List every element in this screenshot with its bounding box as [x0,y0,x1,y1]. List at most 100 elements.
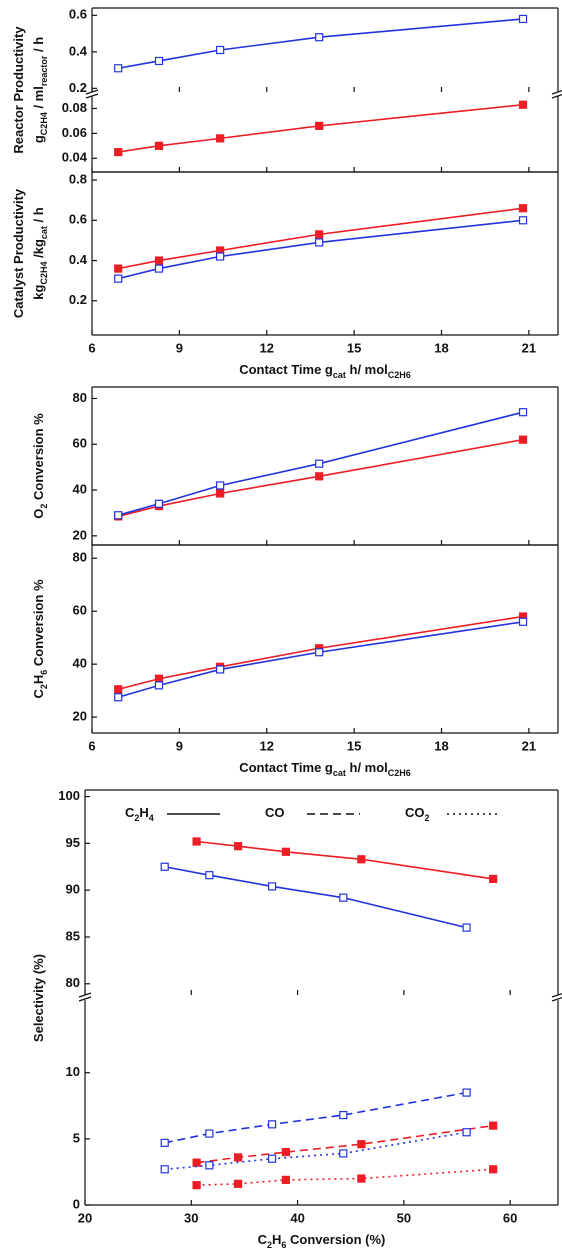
marker [267,882,277,891]
x-tick-label: 9 [176,340,183,355]
y-tick-label: 0.08 [62,100,87,115]
marker [205,1161,214,1170]
legend-label-part: 2 [425,813,430,823]
series-line [117,620,524,699]
marker [216,665,225,674]
marker [216,481,225,490]
marker [154,256,164,265]
y-axis-label-part: / ml [31,86,46,112]
x-axis-label: Contact Time gcat h/ molC2H6 [239,362,411,380]
y-axis-label-part: Reactor Productivity [11,26,26,154]
marker [518,100,528,109]
x-axis-label-part: cat [333,768,346,778]
axis-break [551,997,562,1002]
marker [281,1175,290,1184]
y-tick-label: 40 [73,656,87,671]
x-tick-label: 40 [290,1210,304,1225]
marker [154,499,164,508]
x-axis-label-part: Contact Time g [239,760,333,775]
marker [315,648,324,657]
y-tick-label: 10 [66,1064,80,1079]
marker [357,855,366,864]
x-tick-label: 18 [434,340,448,355]
y-axis-label-part: 2 [39,504,49,509]
marker [205,1129,214,1138]
y-axis-label-part: Selectivity (%) [31,954,46,1042]
marker [518,216,528,225]
y-axis-label-part: 2 [39,684,49,689]
marker [233,842,243,851]
y-tick-label: 60 [73,603,87,618]
x-axis-label: C2H6 Conversion (%) [258,1232,386,1250]
marker [462,923,471,932]
marker [154,681,164,690]
y-tick-label: 40 [73,481,87,496]
marker [518,435,528,444]
axis-break [551,993,562,998]
x-tick-label: 20 [78,1210,92,1225]
marker [267,1154,277,1163]
marker [205,871,214,880]
axis-break [78,996,92,1002]
marker [315,472,324,481]
y-tick-label: 85 [66,928,80,943]
marker [114,685,123,694]
marker [267,1120,277,1129]
y-axis-label: Reactor Productivity [11,26,26,154]
y-axis-label-part: / h [31,207,46,226]
marker [114,264,123,273]
marker [315,459,324,468]
y-axis-label-part: 6 [39,670,49,675]
x-tick-label: 30 [184,1210,198,1225]
marker [154,141,164,150]
y-axis-label-part: / h [31,37,46,56]
x-tick-label: 9 [176,738,183,753]
x-tick-label: 50 [397,1210,411,1225]
x-axis-label-part: C2H6 [388,768,411,778]
y-axis-label-part: C2H4 [39,262,49,285]
y-tick-label: 95 [66,835,80,850]
x-tick-label: 6 [88,738,95,753]
y-axis-label: O2 Conversion % [31,413,49,519]
x-tick-label: 18 [434,738,448,753]
y-tick-label: 20 [73,709,87,724]
marker [462,1088,471,1097]
marker [114,274,123,283]
marker [462,1128,471,1137]
y-axis-label-part: Catalyst Productivity [11,188,26,318]
marker [315,33,324,42]
series-line [118,219,524,280]
marker [216,489,225,498]
y-axis-label: gC2H4 / mlreactor / h [31,37,49,143]
y-tick-label: 0.4 [69,252,88,267]
marker [216,134,225,143]
marker [114,64,123,73]
x-axis-label-part: 6 [281,1240,286,1250]
y-tick-label: 0.06 [62,125,87,140]
y-axis-label-part: C [31,689,46,699]
x-tick-label: 15 [347,340,361,355]
series-line [196,1124,494,1164]
marker [339,1110,348,1120]
marker [216,252,225,261]
marker [114,511,123,520]
y-axis-label-part: reactor [39,55,49,86]
marker [160,1165,169,1174]
marker [154,264,164,273]
y-tick-label: 0.4 [69,43,88,58]
legend-label: CO2 [405,805,430,823]
y-axis-label-part: Conversion % [31,413,46,504]
legend-label: CO [265,805,285,820]
legend-label-part: 2 [134,813,139,823]
x-axis-label-part: h/ mol [346,760,388,775]
y-tick-label: 20 [73,527,87,542]
y-axis-label-part: /kg [31,239,46,261]
x-tick-label: 60 [503,1210,517,1225]
y-axis-label-part: cat [39,226,49,239]
x-axis-label-part: H [272,1232,281,1247]
x-tick-label: 12 [260,738,274,753]
marker [192,837,201,846]
marker [192,1181,201,1190]
marker [192,1158,201,1167]
